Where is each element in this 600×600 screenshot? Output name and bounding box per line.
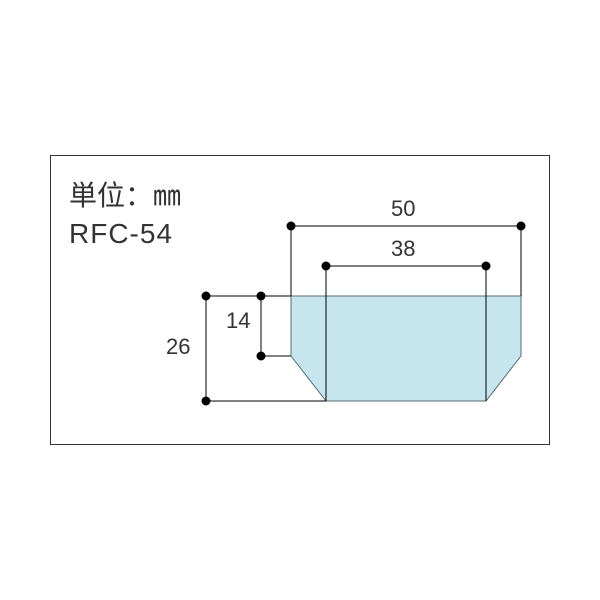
dim-line-height-inner	[257, 292, 291, 360]
drawing-frame: 単位：㎜ RFC-54 50 38 26 14	[50, 155, 550, 445]
drawing-svg	[51, 156, 551, 446]
dim-line-width-outer	[287, 222, 525, 296]
